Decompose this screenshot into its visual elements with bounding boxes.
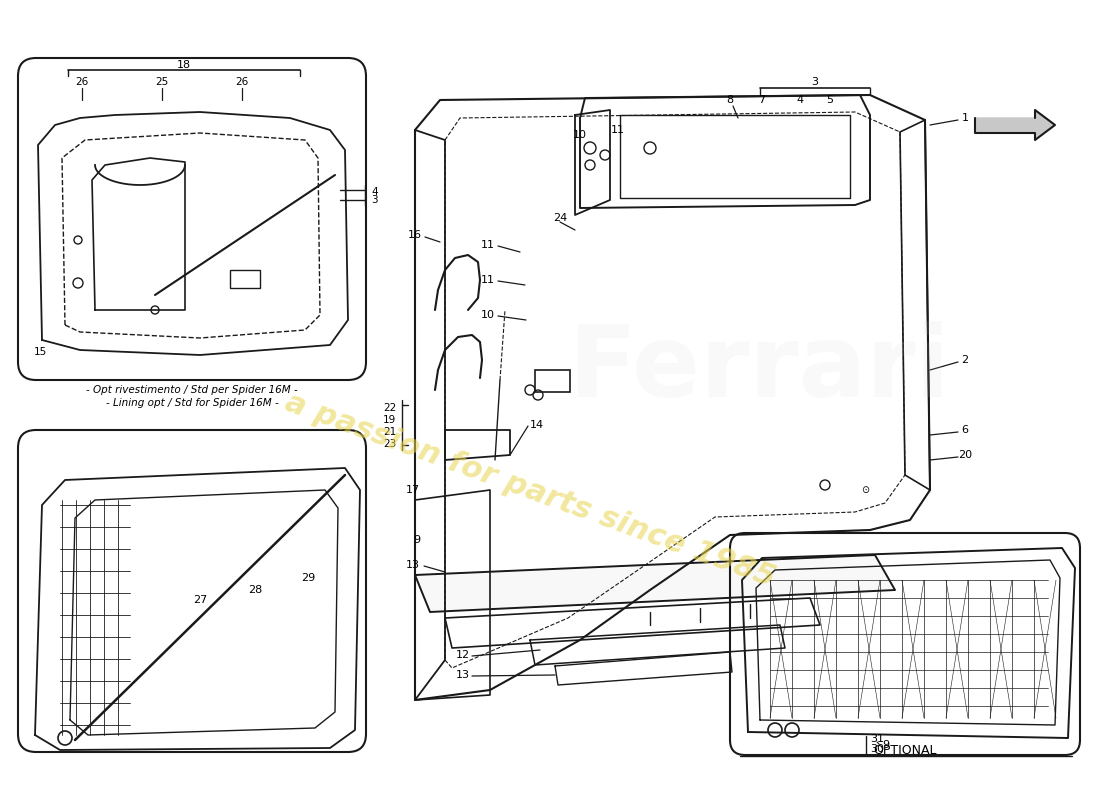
Text: 15: 15 (33, 347, 46, 357)
Text: 14: 14 (530, 420, 544, 430)
Text: 11: 11 (481, 275, 495, 285)
Text: 31: 31 (870, 734, 884, 744)
Text: 3: 3 (371, 195, 377, 205)
Polygon shape (975, 110, 1055, 140)
Text: 8: 8 (726, 95, 734, 105)
Text: a passion for parts since 1985: a passion for parts since 1985 (280, 387, 779, 593)
Text: 10: 10 (573, 130, 587, 140)
Text: 19: 19 (383, 415, 396, 425)
Text: 27: 27 (192, 595, 207, 605)
Text: 30: 30 (870, 744, 884, 754)
Text: 23: 23 (383, 439, 396, 449)
Polygon shape (415, 555, 895, 612)
Text: 2: 2 (961, 355, 969, 365)
Text: 6: 6 (961, 425, 968, 435)
Bar (535, 370, 570, 392)
Text: 24: 24 (553, 213, 568, 223)
Text: 13: 13 (406, 560, 420, 570)
Text: 26: 26 (76, 77, 89, 87)
Text: 11: 11 (481, 240, 495, 250)
Bar (230, 270, 260, 288)
Text: 17: 17 (406, 485, 420, 495)
Text: 10: 10 (481, 310, 495, 320)
Text: 4: 4 (371, 187, 377, 197)
Text: 3: 3 (812, 77, 818, 87)
Text: 1: 1 (961, 113, 968, 123)
Text: 5: 5 (826, 95, 834, 105)
Text: Ferrari: Ferrari (569, 322, 950, 418)
Text: ⊙: ⊙ (861, 485, 869, 495)
Text: 7: 7 (758, 95, 766, 105)
Text: 29: 29 (301, 573, 315, 583)
Text: 28: 28 (248, 585, 262, 595)
Text: - Lining opt / Std for Spider 16M -: - Lining opt / Std for Spider 16M - (106, 398, 278, 408)
Text: 18: 18 (177, 60, 191, 70)
Text: 4: 4 (796, 95, 804, 105)
Text: 25: 25 (155, 77, 168, 87)
Text: 9: 9 (882, 740, 889, 750)
Text: - Opt rivestimento / Std per Spider 16M -: - Opt rivestimento / Std per Spider 16M … (86, 385, 298, 395)
Text: OPTIONAL: OPTIONAL (873, 743, 937, 757)
Text: 22: 22 (383, 403, 396, 413)
Text: 26: 26 (235, 77, 249, 87)
Text: 12: 12 (455, 650, 470, 660)
Text: 13: 13 (456, 670, 470, 680)
Text: 16: 16 (408, 230, 422, 240)
Text: 20: 20 (958, 450, 972, 460)
Text: 9: 9 (412, 535, 420, 545)
Text: 11: 11 (610, 125, 625, 135)
Text: 21: 21 (383, 427, 396, 437)
